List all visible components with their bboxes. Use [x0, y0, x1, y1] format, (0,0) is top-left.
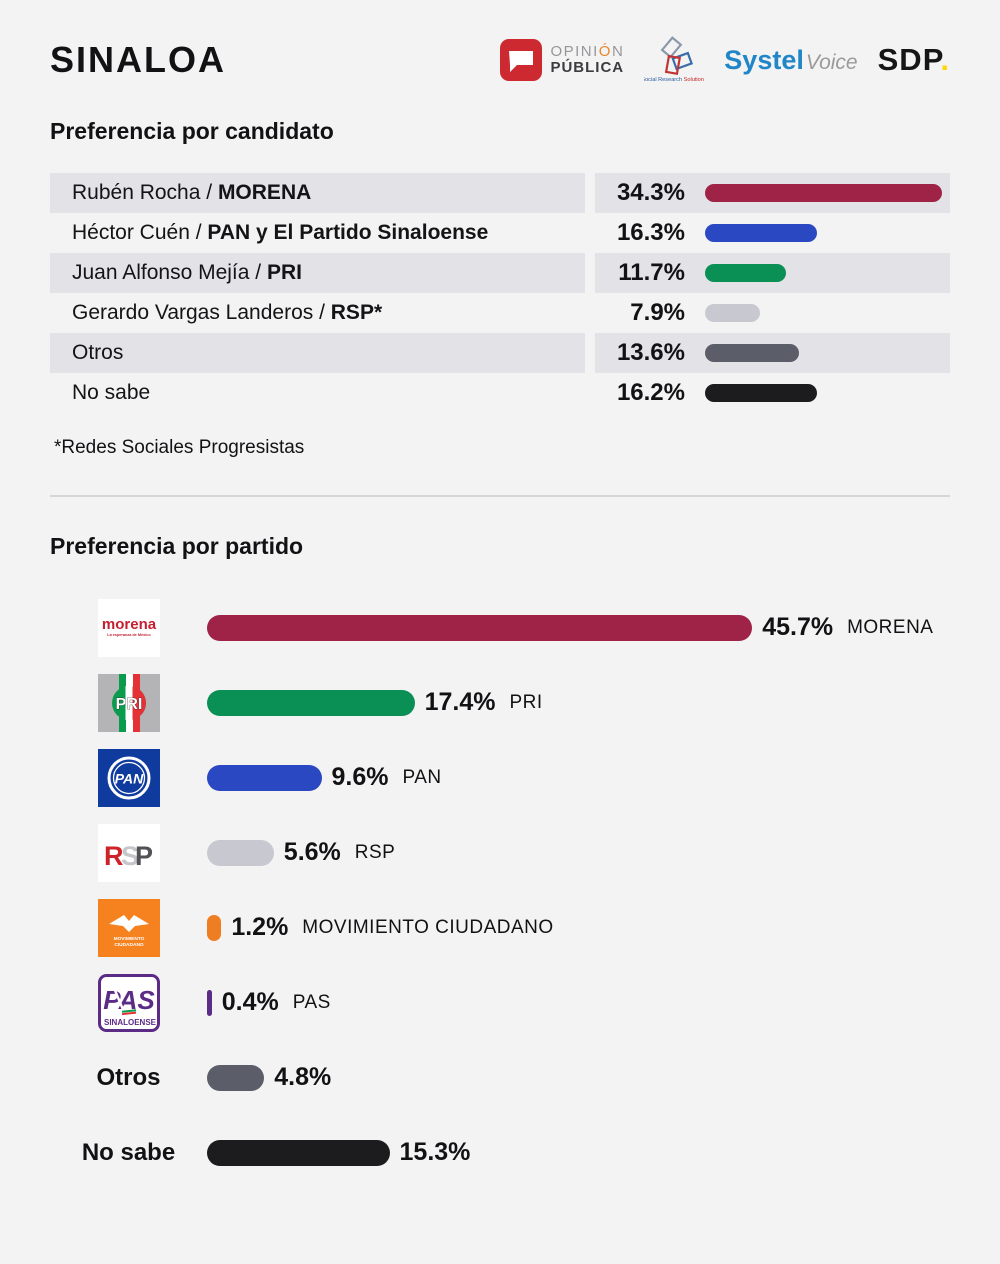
party-pct: 15.3%: [399, 1138, 471, 1166]
publica-label: PÚBLICA: [550, 59, 625, 76]
social-research-solutions-logo: Social Research Solutions: [644, 34, 704, 86]
party-bar: [207, 914, 222, 941]
candidate-row: Rubén Rocha / MORENA 34.3%: [50, 173, 950, 213]
party-name-label: PRI: [509, 691, 543, 713]
party-pct: 0.4%: [221, 988, 279, 1016]
candidate-pct: 16.3%: [616, 219, 685, 246]
svg-text:PRI: PRI: [115, 696, 142, 713]
party-name-label: RSP: [354, 841, 396, 863]
sdp-yellow-dot: .: [940, 42, 950, 77]
party-row: Otros 4.8%: [50, 1040, 950, 1115]
candidate-row: Juan Alfonso Mejía / PRI 11.7%: [50, 253, 950, 293]
svg-text:PAN: PAN: [114, 770, 143, 786]
candidate-bar: [705, 264, 786, 282]
party-bar: [207, 989, 212, 1016]
party-bar: [207, 1139, 390, 1166]
svg-text:MOVIMIENTO: MOVIMIENTO: [113, 936, 144, 942]
candidate-name: Héctor Cuén / PAN y El Partido Sinaloens…: [72, 221, 489, 244]
section-divider: [50, 495, 950, 497]
party-list: morena La esperanza de México 45.7% MORE…: [50, 590, 950, 1190]
party-name-label: MOVIMIENTO CIUDADANO: [302, 916, 554, 938]
party-pct: 5.6%: [283, 838, 341, 866]
candidate-bar: [705, 184, 942, 202]
candidate-row: Héctor Cuén / PAN y El Partido Sinaloens…: [50, 213, 950, 253]
party-row: MOVIMIENTO CIUDADANO 1.2% MOVIMIENTO CIU…: [50, 890, 950, 965]
svg-text:R: R: [104, 841, 124, 871]
svg-text:P: P: [135, 841, 153, 871]
candidate-name: Gerardo Vargas Landeros / RSP*: [72, 301, 383, 324]
candidate-row: Gerardo Vargas Landeros / RSP* 7.9%: [50, 293, 950, 333]
systel-voice-logo: Systel Voice: [724, 45, 857, 76]
party-bar: [207, 689, 415, 716]
candidate-bar: [705, 304, 760, 322]
party-pct: 17.4%: [424, 688, 496, 716]
infographic: SINALOA OPINIÓN PÚBLICA: [0, 34, 1000, 1190]
pri-logo: PRI: [97, 673, 160, 732]
candidate-pct: 7.9%: [630, 299, 685, 326]
svg-text:CIUDADANO: CIUDADANO: [114, 942, 144, 948]
pan-logo: PAN: [97, 748, 160, 807]
header: SINALOA OPINIÓN PÚBLICA: [50, 34, 950, 86]
party-row: morena La esperanza de México 45.7% MORE…: [50, 590, 950, 665]
party-pct: 1.2%: [231, 913, 289, 941]
candidate-name: Otros: [72, 341, 124, 364]
svg-text:La esperanza de México: La esperanza de México: [107, 633, 151, 637]
party-bar: [207, 1064, 265, 1091]
candidate-name: No sabe: [72, 381, 151, 404]
systel-voice-label: Voice: [805, 50, 858, 74]
candidate-pct: 11.7%: [618, 259, 685, 286]
otros-label: Otros: [96, 1063, 161, 1091]
candidate-section-heading: Preferencia por candidato: [50, 118, 334, 144]
party-row: PAN 9.6% PAN: [50, 740, 950, 815]
pas-logo: PAS SINALOENSE: [97, 973, 160, 1032]
party-row: R S P 5.6% RSP: [50, 815, 950, 890]
party-bar: [207, 764, 322, 791]
svg-text:morena: morena: [101, 616, 156, 633]
party-pct: 9.6%: [331, 763, 389, 791]
speech-bubble-icon: [500, 39, 543, 81]
candidate-table: Rubén Rocha / MORENA 34.3% Héctor Cuén /…: [50, 173, 950, 413]
candidate-pct: 34.3%: [616, 179, 685, 206]
party-row: PRI 17.4% PRI: [50, 665, 950, 740]
candidate-name: Juan Alfonso Mejía / PRI: [72, 261, 302, 284]
srs-mark-icon: Social Research Solutions: [644, 36, 704, 83]
candidate-pct: 13.6%: [616, 339, 685, 366]
page-title: SINALOA: [50, 39, 226, 80]
party-row: No sabe 15.3%: [50, 1115, 950, 1190]
party-bar: [207, 839, 274, 866]
party-pct: 45.7%: [762, 613, 834, 641]
party-section-heading: Preferencia por partido: [50, 533, 304, 559]
no-sabe-label: No sabe: [81, 1138, 176, 1166]
opinion-publica-logo: OPINIÓN PÚBLICA: [500, 39, 624, 81]
rsp-logo: R S P: [97, 823, 160, 882]
party-name-label: PAN: [402, 766, 442, 788]
candidate-name: Rubén Rocha / MORENA: [72, 181, 312, 204]
svg-text:SINALOENSE: SINALOENSE: [103, 1018, 156, 1027]
svg-text:Social Research Solutions: Social Research Solutions: [644, 77, 704, 83]
candidate-row: Otros 13.6%: [50, 333, 950, 373]
candidate-row: No sabe 16.2%: [50, 373, 950, 413]
systel-brand: Systel: [724, 44, 804, 75]
svg-text:S: S: [121, 841, 139, 871]
opinion-label: OPINIÓN: [550, 43, 625, 61]
party-name-label: PAS: [292, 991, 331, 1013]
candidate-pct: 16.2%: [616, 379, 685, 406]
sdp-logo: SDP.: [877, 42, 950, 77]
morena-logo: morena La esperanza de México: [97, 598, 160, 657]
party-name-label: MORENA: [847, 616, 934, 638]
candidate-bar: [705, 384, 817, 402]
party-bar: [207, 614, 753, 641]
footnote: *Redes Sociales Progresistas: [54, 437, 305, 458]
party-pct: 4.8%: [274, 1063, 332, 1091]
candidate-bar: [705, 344, 799, 362]
movimiento-ciudadano-logo: MOVIMIENTO CIUDADANO: [97, 898, 160, 957]
logo-strip: OPINIÓN PÚBLICA Social Research Solution…: [500, 34, 950, 86]
candidate-bar: [705, 224, 818, 242]
party-row: PAS SINALOENSE 0.4% PAS: [50, 965, 950, 1040]
